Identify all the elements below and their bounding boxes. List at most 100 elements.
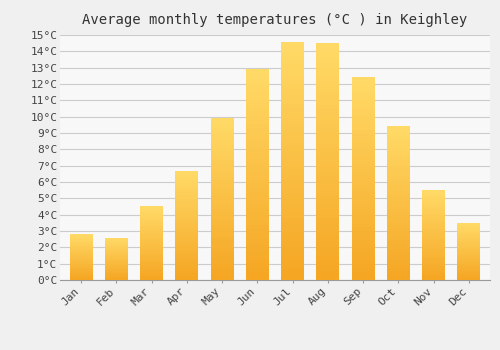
Bar [246,238,269,242]
Bar [246,183,269,187]
Bar [387,169,410,173]
Bar [246,179,269,183]
Bar [105,276,128,278]
Bar [105,257,128,258]
Bar [422,271,445,273]
Bar [316,214,340,218]
Bar [105,270,128,271]
Bar [458,266,480,267]
Bar [458,243,480,245]
Bar [281,127,304,132]
Bar [281,237,304,242]
Bar [210,163,234,167]
Bar [140,221,163,223]
Bar [458,273,480,274]
Bar [176,197,199,199]
Bar [422,201,445,203]
Bar [387,163,410,166]
Bar [70,260,92,261]
Bar [246,107,269,111]
Bar [246,124,269,128]
Bar [387,203,410,206]
Bar [352,167,374,171]
Bar [246,90,269,94]
Bar [176,273,199,275]
Bar [281,156,304,161]
Bar [70,269,92,270]
Bar [281,275,304,280]
Bar [352,90,374,94]
Bar [352,114,374,118]
Bar [176,236,199,238]
Bar [210,205,234,209]
Bar [70,248,92,249]
Bar [422,224,445,226]
Bar [246,158,269,162]
Bar [140,261,163,262]
Bar [352,142,374,146]
Bar [458,237,480,238]
Bar [281,161,304,166]
Bar [422,219,445,221]
Bar [352,215,374,219]
Bar [246,272,269,276]
Bar [140,214,163,215]
Bar [316,119,340,124]
Bar [422,217,445,219]
Bar [140,220,163,221]
Bar [70,275,92,276]
Bar [387,191,410,194]
Bar [352,106,374,110]
Bar [246,141,269,145]
Bar [70,251,92,252]
Bar [281,99,304,104]
Bar [316,147,340,152]
Bar [387,136,410,139]
Bar [281,42,304,46]
Bar [316,57,340,62]
Bar [140,268,163,270]
Bar [210,270,234,274]
Bar [316,247,340,252]
Bar [246,69,269,73]
Bar [105,254,128,256]
Bar [140,264,163,265]
Bar [70,265,92,266]
Bar [210,231,234,235]
Bar [105,260,128,261]
Bar [458,245,480,246]
Bar [281,271,304,275]
Bar [105,273,128,274]
Bar [140,255,163,257]
Bar [246,154,269,158]
Bar [316,242,340,247]
Bar [281,199,304,204]
Bar [246,187,269,191]
Bar [70,268,92,269]
Bar [387,259,410,261]
Bar [210,160,234,163]
Bar [176,223,199,225]
Bar [176,188,199,190]
Bar [387,212,410,216]
Bar [387,216,410,219]
Bar [210,180,234,183]
Bar [176,210,199,212]
Bar [352,228,374,231]
Bar [140,249,163,251]
Bar [387,206,410,209]
Bar [458,251,480,253]
Bar [316,95,340,100]
Bar [458,274,480,275]
Bar [176,271,199,273]
Bar [176,267,199,269]
Bar [281,118,304,122]
Bar [70,266,92,267]
Bar [422,240,445,242]
Bar [281,170,304,175]
Bar [387,188,410,191]
Bar [70,258,92,259]
Bar [140,206,163,208]
Bar [316,138,340,143]
Bar [352,134,374,138]
